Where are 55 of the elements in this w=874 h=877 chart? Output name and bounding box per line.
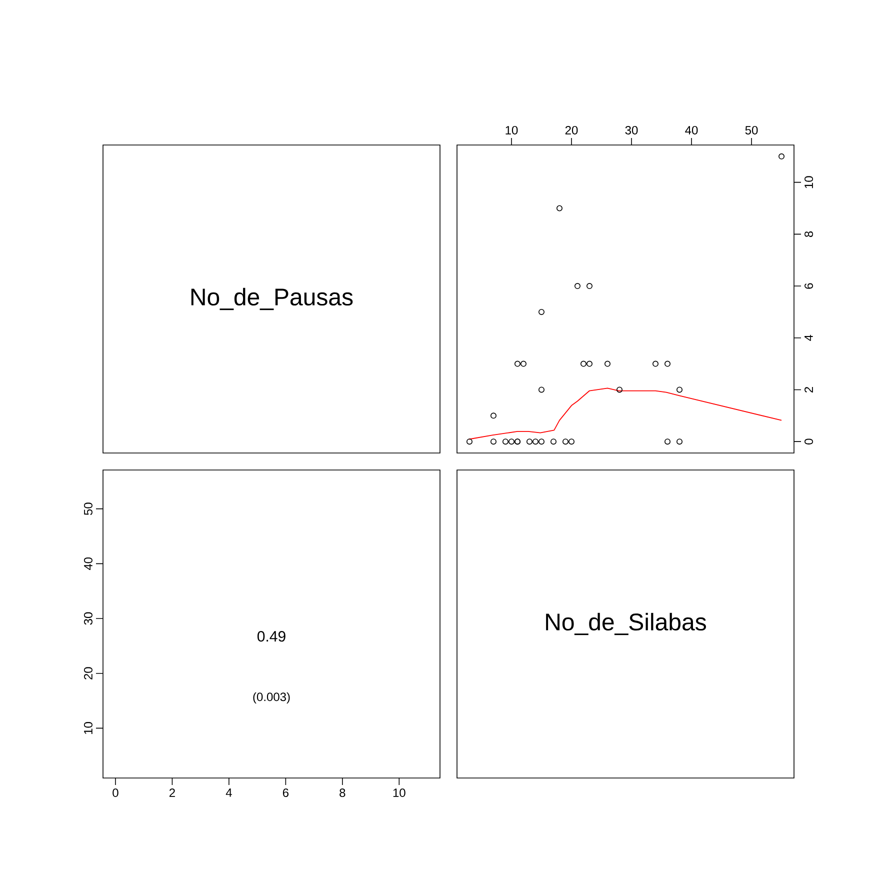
y-tick-label: 2 <box>804 387 813 392</box>
y-tick-label: 40 <box>84 557 92 570</box>
annotation: (0.003) <box>253 692 290 704</box>
x-tick-label: 0 <box>112 788 118 798</box>
point <box>652 360 659 367</box>
point <box>556 205 562 212</box>
line-series <box>468 388 782 440</box>
x-tick-label: 10 <box>506 126 518 134</box>
point <box>466 438 472 445</box>
point <box>778 153 785 160</box>
point <box>676 438 683 445</box>
annotation: 0.49 <box>257 630 286 642</box>
y-tick-label: 10 <box>84 722 92 734</box>
y-tick-label: 50 <box>84 502 92 516</box>
point <box>538 308 544 315</box>
point <box>664 438 671 445</box>
y-tick-label: 0 <box>804 438 814 444</box>
y-tick-label: 4 <box>804 334 813 341</box>
point <box>586 283 592 290</box>
point <box>568 438 574 445</box>
x-tick-label: 20 <box>565 126 578 134</box>
point <box>508 438 514 445</box>
y-tick-label: 8 <box>804 231 814 237</box>
point <box>580 360 586 367</box>
x-tick-label: 6 <box>282 788 288 798</box>
y-tick-label: 10 <box>804 176 814 188</box>
text: No_de_Silabas <box>546 612 706 636</box>
x-tick-label: 40 <box>685 126 698 134</box>
point <box>538 438 544 445</box>
point <box>574 283 580 290</box>
point <box>526 438 532 445</box>
point <box>490 438 496 445</box>
point <box>676 386 683 393</box>
point <box>490 412 496 419</box>
x-tick-label: 10 <box>393 788 406 798</box>
x-tick-label: 50 <box>745 126 758 134</box>
point <box>532 438 538 445</box>
point <box>520 360 526 367</box>
x-tick-label: 4 <box>226 788 232 797</box>
x-tick-label: 2 <box>169 788 175 797</box>
point <box>562 438 568 445</box>
y-tick-label: 6 <box>804 283 814 289</box>
x-tick-label: 8 <box>340 788 346 798</box>
point <box>586 360 592 367</box>
point <box>664 360 671 367</box>
point <box>616 386 622 393</box>
text: No_de_Pausas <box>191 288 353 310</box>
point <box>550 438 556 445</box>
y-tick-label: 30 <box>84 612 92 625</box>
point <box>538 386 544 393</box>
point <box>604 360 610 367</box>
x-tick-label: 30 <box>625 126 638 134</box>
point <box>514 360 520 367</box>
y-tick-label: 20 <box>84 667 92 680</box>
point <box>502 438 508 445</box>
